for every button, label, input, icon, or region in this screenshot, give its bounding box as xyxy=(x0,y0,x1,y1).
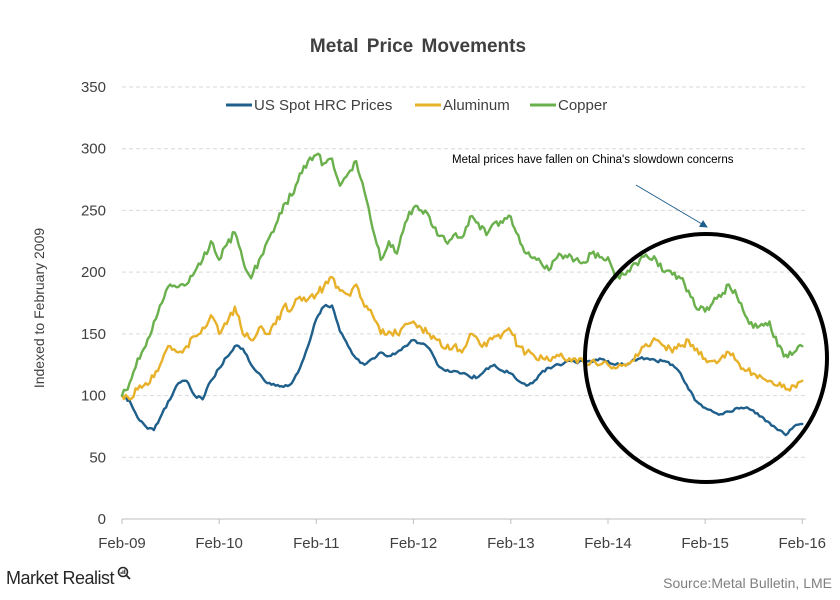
x-tick-label: Feb-11 xyxy=(293,535,339,552)
y-tick-label: 350 xyxy=(81,79,106,96)
series-line-us-spot-hrc-prices xyxy=(120,303,804,437)
series-lines xyxy=(120,152,804,437)
x-tick-label: Feb-14 xyxy=(584,535,632,552)
legend: US Spot HRC Prices Aluminum Copper xyxy=(226,97,607,114)
source-note: Source:Metal Bulletin, LME xyxy=(663,575,832,591)
x-tick-label: Feb-10 xyxy=(195,535,243,552)
y-tick-label: 100 xyxy=(81,388,106,405)
y-tick-label: 50 xyxy=(89,449,106,466)
legend-label: Aluminum xyxy=(443,97,510,114)
annotation-text: Metal prices have fallen on China's slow… xyxy=(452,154,734,166)
brand-name: Market Realist xyxy=(6,568,115,588)
y-tick-label: 200 xyxy=(81,264,106,281)
chart-title: Metal Price Movements xyxy=(310,36,526,57)
x-tick-label: Feb-09 xyxy=(98,535,146,552)
series-line-copper xyxy=(120,152,804,397)
y-axis-label: Indexed to February 2009 xyxy=(31,228,47,389)
y-tick-label: 150 xyxy=(81,326,106,343)
x-tick-label: Feb-15 xyxy=(681,535,729,552)
y-tick-label: 250 xyxy=(81,202,106,219)
y-tick-label: 300 xyxy=(81,141,106,158)
highlight-ellipse xyxy=(583,232,829,484)
legend-label: Copper xyxy=(558,97,607,114)
gridlines xyxy=(122,86,806,458)
series-line-aluminum xyxy=(120,275,804,401)
x-tick-label: Feb-16 xyxy=(779,535,827,552)
y-axis-ticks: 0 50 100 150 200 250 300 350 xyxy=(81,79,106,528)
x-tick-label: Feb-13 xyxy=(487,535,535,552)
magnifier-icon xyxy=(117,566,131,580)
x-tick-label: Feb-12 xyxy=(390,535,438,552)
brand-logo: Market Realist xyxy=(6,566,131,589)
y-tick-label: 0 xyxy=(98,511,106,528)
annotation-arrow xyxy=(635,184,708,228)
annotation: Metal prices have fallen on China's slow… xyxy=(452,154,829,484)
legend-label: US Spot HRC Prices xyxy=(254,97,392,114)
x-axis-ticks: Feb-09 Feb-10 Feb-11 Feb-12 Feb-13 Feb-14 Feb-… xyxy=(98,519,826,552)
